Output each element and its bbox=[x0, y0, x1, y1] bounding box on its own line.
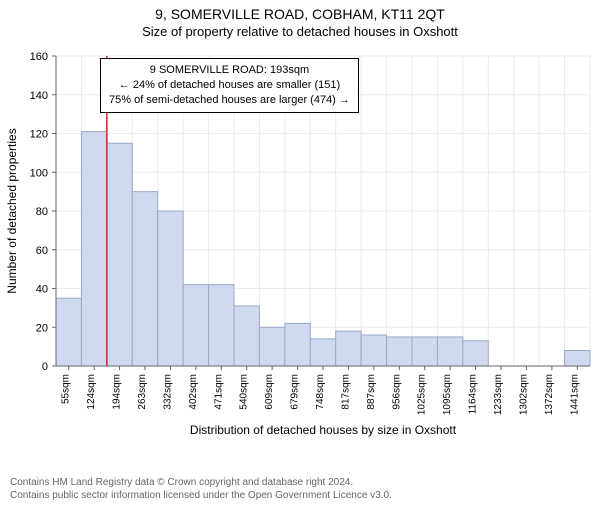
svg-text:20: 20 bbox=[36, 322, 48, 334]
svg-text:Distribution of detached house: Distribution of detached houses by size … bbox=[190, 423, 457, 437]
annotation-line: ← 24% of detached houses are smaller (15… bbox=[109, 78, 350, 93]
svg-text:140: 140 bbox=[30, 90, 48, 102]
annotation-line: 75% of semi-detached houses are larger (… bbox=[109, 93, 350, 108]
page-subtitle: Size of property relative to detached ho… bbox=[0, 24, 600, 39]
svg-text:332sqm: 332sqm bbox=[162, 374, 173, 410]
svg-text:471sqm: 471sqm bbox=[213, 374, 224, 410]
svg-text:80: 80 bbox=[36, 206, 48, 218]
svg-text:1164sqm: 1164sqm bbox=[468, 374, 479, 414]
svg-text:402sqm: 402sqm bbox=[188, 374, 199, 410]
svg-text:160: 160 bbox=[30, 51, 48, 63]
footer: Contains HM Land Registry data © Crown c… bbox=[10, 476, 392, 502]
svg-text:60: 60 bbox=[36, 245, 48, 257]
footer-line: Contains HM Land Registry data © Crown c… bbox=[10, 476, 392, 489]
svg-text:124sqm: 124sqm bbox=[86, 374, 97, 410]
svg-text:194sqm: 194sqm bbox=[112, 374, 123, 410]
svg-text:887sqm: 887sqm bbox=[366, 374, 377, 410]
chart-annotation: 9 SOMERVILLE ROAD: 193sqm ← 24% of detac… bbox=[100, 58, 359, 113]
svg-text:40: 40 bbox=[36, 284, 48, 296]
svg-text:1095sqm: 1095sqm bbox=[442, 374, 453, 415]
svg-text:263sqm: 263sqm bbox=[137, 374, 148, 410]
svg-text:609sqm: 609sqm bbox=[264, 374, 275, 410]
svg-text:679sqm: 679sqm bbox=[290, 374, 301, 410]
svg-text:Number of detached properties: Number of detached properties bbox=[5, 128, 19, 293]
svg-text:1025sqm: 1025sqm bbox=[417, 374, 428, 415]
svg-text:1441sqm: 1441sqm bbox=[569, 374, 580, 415]
svg-text:540sqm: 540sqm bbox=[239, 374, 250, 410]
svg-text:100: 100 bbox=[30, 167, 48, 179]
annotation-line: 9 SOMERVILLE ROAD: 193sqm bbox=[109, 63, 350, 78]
svg-text:120: 120 bbox=[30, 129, 48, 141]
page-title: 9, SOMERVILLE ROAD, COBHAM, KT11 2QT bbox=[0, 6, 600, 22]
svg-text:956sqm: 956sqm bbox=[391, 374, 402, 410]
page: 9, SOMERVILLE ROAD, COBHAM, KT11 2QT Siz… bbox=[0, 6, 600, 506]
svg-text:748sqm: 748sqm bbox=[315, 374, 326, 410]
svg-text:1233sqm: 1233sqm bbox=[493, 374, 504, 415]
svg-text:0: 0 bbox=[42, 361, 48, 373]
svg-text:1372sqm: 1372sqm bbox=[544, 374, 555, 415]
svg-text:817sqm: 817sqm bbox=[340, 374, 351, 410]
svg-text:55sqm: 55sqm bbox=[61, 374, 72, 404]
svg-text:1302sqm: 1302sqm bbox=[518, 374, 529, 415]
footer-line: Contains public sector information licen… bbox=[10, 489, 392, 502]
